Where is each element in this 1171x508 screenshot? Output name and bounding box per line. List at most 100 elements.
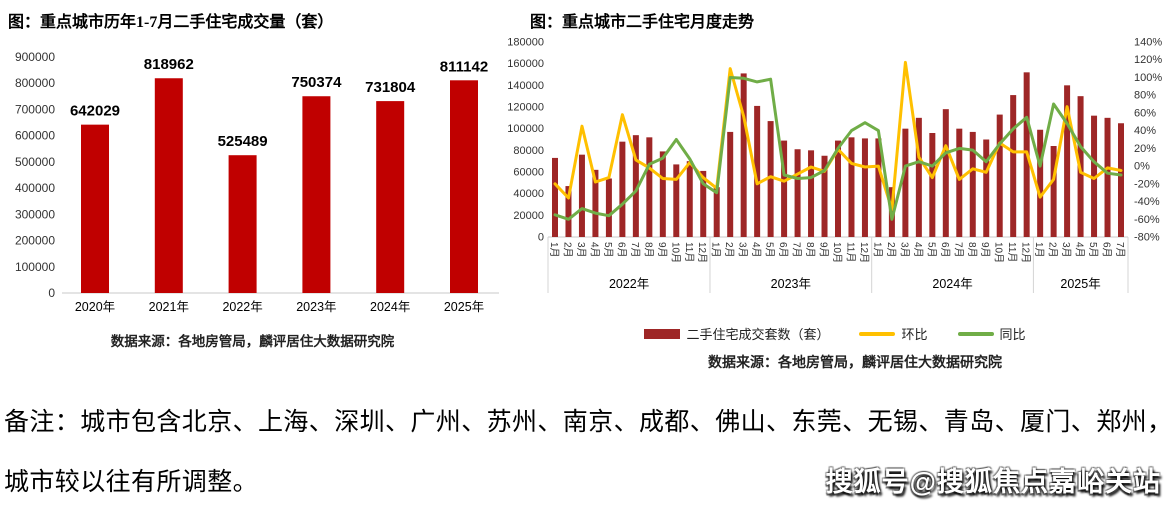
month-axis-label: 6月 [1101,242,1113,258]
month-axis-label: 8月 [804,242,816,258]
right-chart-title: 图：重点城市二手住宅月度走势 [530,14,755,31]
month-bar [1104,117,1111,237]
year-group-label: 2025年 [1060,277,1100,291]
year-bar [302,96,331,293]
legend-item-yoy: 同比 [957,324,1026,343]
month-bar [646,137,653,237]
svg-text:700000: 700000 [15,102,55,116]
bar-value-label: 731804 [365,79,416,96]
month-bar [565,186,572,237]
month-bar [969,131,976,237]
month-bar [861,138,868,237]
svg-text:140000: 140000 [507,80,544,92]
month-bar [659,151,666,237]
mom-line-swatch [859,331,896,336]
year-axis-label: 2023年 [296,300,336,314]
svg-text:40000: 40000 [513,188,544,200]
bar-value-label: 818962 [144,56,194,73]
month-axis-label: 5月 [602,242,614,258]
svg-text:80000: 80000 [513,145,544,157]
svg-text:160000: 160000 [507,58,544,70]
month-axis-label: 8月 [642,242,654,258]
month-bar [942,109,949,237]
right-chart-plot: 0 20000 40000 60000 80000 100000 120000 140000 1… [507,37,1162,293]
month-bar [1064,85,1071,237]
month-axis-label: 3月 [1060,242,1072,258]
month-bar [996,114,1003,237]
month-axis-label: 11月 [683,242,695,262]
month-bar [915,117,922,237]
month-bar [713,187,720,237]
month-axis-label: 6月 [615,242,627,258]
month-axis-label: 12月 [696,242,708,263]
svg-text:20%: 20% [1134,143,1156,155]
bar-series-swatch [644,328,681,339]
legend-item-mom: 环比 [859,324,928,343]
bar-value-label: 525489 [218,133,268,150]
svg-text:20000: 20000 [513,210,544,222]
month-axis-label: 4月 [912,242,924,258]
svg-text:0: 0 [48,286,55,300]
svg-text:-40%: -40% [1134,196,1160,208]
year-axis-label: 2021年 [149,300,189,314]
svg-text:120%: 120% [1134,54,1162,66]
month-bar [956,128,963,237]
left-chart-plot: 0 100000 200000 300000 400000 500000 600000 700… [15,50,499,314]
month-axis-label: 10月 [669,242,681,263]
month-bar [781,140,788,237]
svg-text:80%: 80% [1134,90,1156,102]
month-bar [1050,146,1057,237]
month-bar [552,157,558,237]
month-bar [754,105,761,238]
month-axis-label: 10月 [993,242,1005,263]
year-axis-label: 2024年 [370,300,410,314]
month-axis-label: 2月 [723,242,735,258]
month-bar [592,169,599,237]
month-axis-label: 9月 [979,242,991,258]
month-axis-label: 3月 [737,242,749,258]
month-axis-label: 12月 [858,242,870,263]
month-bar [686,161,693,237]
month-bar [929,133,936,237]
footnote-line2: 城市较以往有所调整。 [4,469,259,496]
year-bar [154,78,183,293]
footnote-line1: 备注：城市包含北京、上海、深圳、广州、苏州、南京、成都、佛山、东莞、无锡、青岛、… [4,409,1171,436]
yoy-line-swatch [957,331,994,336]
year-bar [81,124,109,294]
month-axis-label: 5月 [925,242,937,258]
left-chart-source: 数据来源：各地房管局，麟评居住大数据研究院 [110,334,395,349]
year-axis-label: 2025年 [444,300,484,314]
year-bar [450,80,478,293]
month-bar [700,170,707,237]
month-bar [619,141,626,237]
month-bar [632,135,639,237]
legend-label-bars: 二手住宅成交套数（套） [686,327,830,342]
svg-text:900000: 900000 [15,50,55,64]
month-axis-label: 7月 [1114,242,1126,258]
month-axis-label: 2月 [561,242,573,258]
left-bar-chart: 0 100000 200000 300000 400000 500000 600000 700… [15,50,499,314]
legend-label-yoy: 同比 [999,327,1026,342]
year-group-label: 2024年 [932,277,972,291]
month-axis-label: 11月 [1006,242,1018,262]
month-axis-label: 1月 [1033,242,1045,258]
right-combo-chart: 0 20000 40000 60000 80000 100000 120000 140000 1… [507,37,1162,293]
svg-text:300000: 300000 [15,207,55,221]
svg-text:100%: 100% [1134,72,1162,84]
month-axis-label: 9月 [656,242,668,258]
right-chart-source: 数据来源：各地房管局，麟评居住大数据研究院 [708,356,1002,371]
month-axis-label: 5月 [1087,242,1099,258]
month-bar [727,131,734,237]
bar-value-label: 642029 [70,103,120,120]
year-group-label: 2022年 [609,277,649,291]
month-axis-label: 7月 [952,242,964,258]
svg-text:400000: 400000 [15,181,55,195]
svg-text:-60%: -60% [1134,214,1160,226]
month-bar [1118,123,1124,237]
month-axis-label: 5月 [764,242,776,258]
left-chart-title: 图：重点城市历年1-7月二手住宅成交量（套） [8,14,334,31]
year-bar [376,101,405,293]
month-axis-label: 3月 [898,242,910,258]
year-axis-label: 2020年 [75,300,115,314]
month-bar [605,178,612,237]
